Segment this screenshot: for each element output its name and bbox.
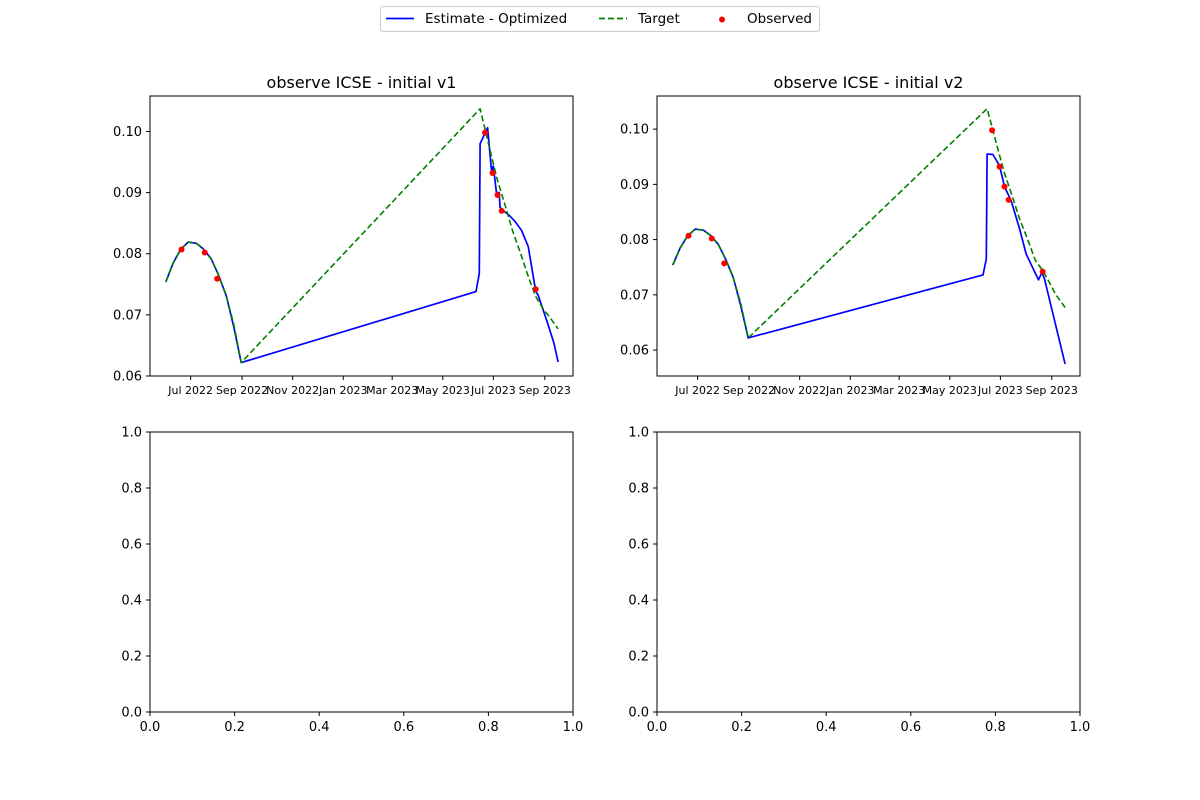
observed-point (996, 163, 1003, 170)
legend-label: Estimate - Optimized (425, 11, 567, 27)
plot-area (657, 432, 1080, 712)
y-tick-label: 1.0 (121, 426, 142, 441)
observed-point (1005, 196, 1012, 203)
x-tick-label: 0.2 (224, 720, 245, 735)
subplot-3: 0.0 0.2 0.4 0.6 0.8 1.0 0.0 0.2 0.4 0.6 0.8 1.0 (121, 426, 583, 736)
chart-title: observe ICSE - initial v2 (774, 73, 964, 92)
x-tick-label: 1.0 (1070, 720, 1091, 735)
axes-frame (656, 95, 1081, 377)
axes-frame (149, 431, 574, 713)
x-tick-label: Mar 2023 (873, 384, 925, 397)
observed-point (494, 192, 501, 199)
observed-point (489, 170, 496, 177)
x-tick-label: Jan 2023 (318, 384, 367, 397)
observed-point (989, 127, 996, 134)
target-line (165, 108, 559, 364)
subplot-4: 0.0 0.2 0.4 0.6 0.8 1.0 0.0 0.2 0.4 0.6 0.8 1.0 (628, 426, 1090, 736)
y-tick-label: 1.0 (628, 426, 649, 441)
observed-point (708, 235, 715, 242)
y-tick-label: 0.0 (628, 706, 649, 721)
observed-point (498, 207, 505, 214)
data-layer (165, 108, 559, 364)
target-line (672, 107, 1066, 339)
y-tick-label: 0.0 (121, 706, 142, 721)
observed-point (482, 129, 489, 136)
x-tick-label: 0.4 (309, 720, 330, 735)
x-tick-label: Sep 2023 (1026, 384, 1078, 397)
x-tick-label: Nov 2022 (773, 384, 826, 397)
x-tick-label: 0.4 (816, 720, 837, 735)
y-tick-label: 0.2 (121, 650, 142, 665)
axes-frame (149, 95, 574, 377)
x-tick-label: Sep 2022 (216, 384, 268, 397)
x-tick-label: 0.6 (393, 720, 414, 735)
axes-frame (656, 431, 1081, 713)
x-tick-label: May 2023 (923, 384, 977, 397)
plot-area (150, 96, 573, 376)
y-tick-label: 0.6 (628, 538, 649, 553)
x-tick-label: Sep 2022 (723, 384, 775, 397)
y-tick-label: 0.07 (620, 288, 649, 303)
legend-marker-observed (719, 16, 725, 23)
y-tick-label: 0.8 (121, 482, 142, 497)
observed-point (532, 286, 539, 293)
y-tick-label: 0.8 (628, 482, 649, 497)
y-tick-label: 0.06 (113, 370, 142, 385)
legend-label: Target (637, 11, 680, 27)
observed-point (1001, 183, 1008, 190)
chart-title: observe ICSE - initial v1 (267, 73, 457, 92)
observed-point (201, 249, 208, 256)
y-tick-label: 0.4 (121, 594, 142, 609)
x-tick-label: Nov 2022 (266, 384, 319, 397)
y-tick-label: 0.08 (620, 233, 649, 248)
y-tick-label: 0.2 (628, 650, 649, 665)
y-tick-label: 0.06 (620, 344, 649, 359)
x-tick-label: 0.8 (478, 720, 499, 735)
observed-point (214, 275, 221, 282)
y-tick-label: 0.08 (113, 247, 142, 262)
x-tick-label: Mar 2023 (366, 384, 418, 397)
plot-area (657, 96, 1080, 376)
x-tick-label: 0.2 (731, 720, 752, 735)
x-tick-label: Jul 2022 (674, 384, 720, 397)
data-layer (672, 107, 1066, 365)
y-tick-label: 0.09 (113, 186, 142, 201)
x-tick-label: Jul 2022 (167, 384, 213, 397)
plot-area (150, 432, 573, 712)
x-tick-label: 0.8 (985, 720, 1006, 735)
x-tick-label: 0.0 (140, 720, 161, 735)
observed-point (1039, 268, 1046, 275)
y-tick-label: 0.09 (620, 178, 649, 193)
legend: Estimate - Optimized Target Observed (380, 6, 820, 32)
x-tick-label: 0.6 (900, 720, 921, 735)
x-tick-label: Jul 2023 (470, 384, 516, 397)
x-tick-label: 1.0 (563, 720, 584, 735)
x-tick-label: Jul 2023 (977, 384, 1023, 397)
y-tick-label: 0.07 (113, 308, 142, 323)
x-tick-label: 0.0 (647, 720, 668, 735)
x-tick-label: May 2023 (416, 384, 470, 397)
observed-point (721, 260, 728, 267)
observed-point (685, 232, 692, 239)
y-tick-label: 0.6 (121, 538, 142, 553)
x-tick-label: Sep 2023 (519, 384, 571, 397)
x-tick-label: Jan 2023 (825, 384, 874, 397)
y-tick-label: 0.4 (628, 594, 649, 609)
y-tick-label: 0.10 (113, 125, 142, 140)
y-tick-label: 0.10 (620, 123, 649, 138)
observed-point (178, 246, 185, 253)
legend-label: Observed (747, 11, 812, 27)
